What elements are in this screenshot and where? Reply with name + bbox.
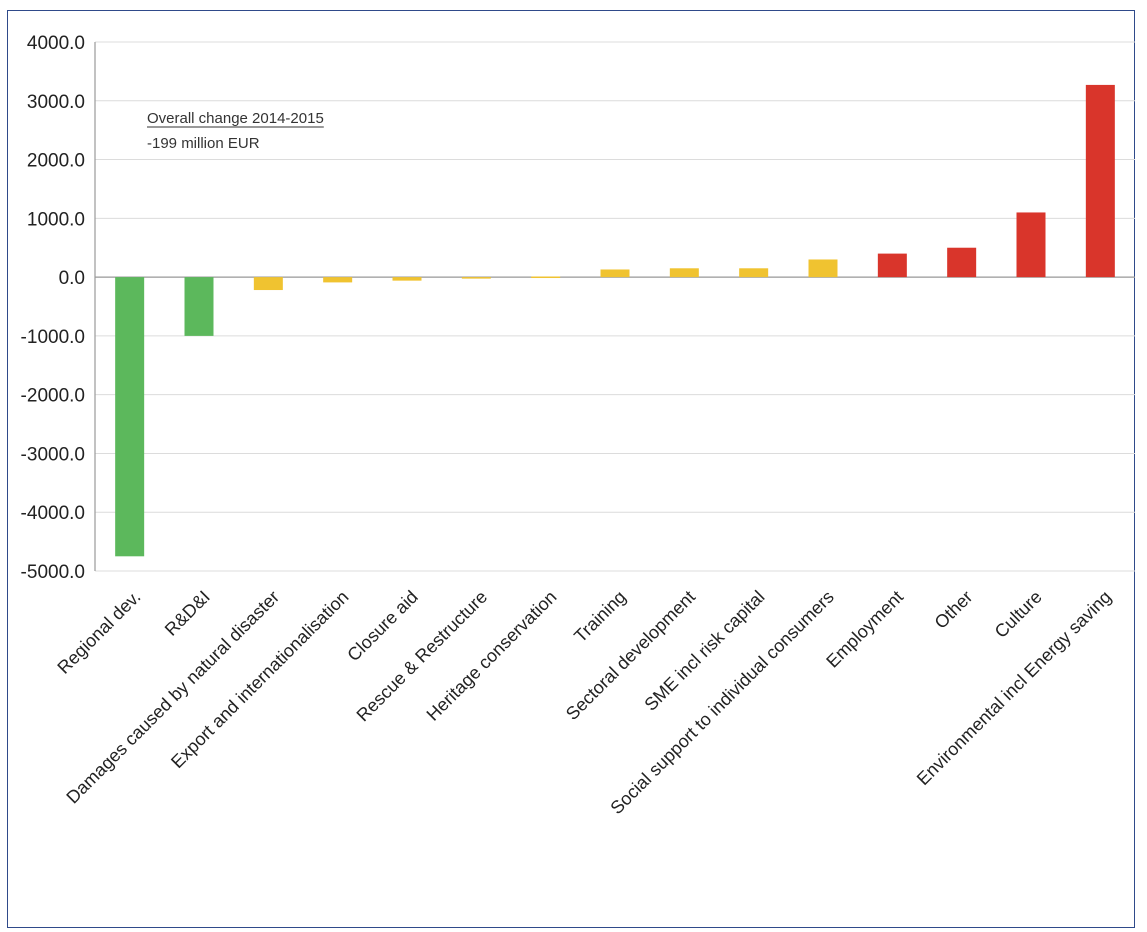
note-value: -199 million EUR [147, 135, 260, 152]
bar [323, 277, 353, 283]
overall-change-note: Overall change 2014-2015 -199 million EU… [147, 110, 324, 152]
bar [461, 277, 491, 279]
y-axis-tick-labels: 4000.0 3000.0 2000.0 1000.0 0.0 -1000.0 -2000.… [21, 33, 85, 583]
y-tick-label: -3000.0 [21, 444, 85, 465]
x-category-label: Regional dev. [53, 587, 144, 678]
x-category-label: Training [570, 587, 630, 647]
x-category-label: Culture [991, 587, 1046, 642]
x-category-label: Rescue & Restructure [353, 587, 492, 726]
x-category-label: Heritage conservation [423, 587, 561, 725]
y-tick-label: -1000.0 [21, 327, 85, 348]
bar [669, 268, 699, 278]
y-tick-label: 3000.0 [27, 92, 85, 113]
bar [115, 277, 145, 557]
bar [947, 247, 977, 278]
x-category-label: R&D&I [161, 587, 214, 640]
bar [739, 268, 769, 278]
bar [1085, 84, 1115, 278]
y-tick-label: 0.0 [59, 268, 85, 289]
y-tick-label: -4000.0 [21, 503, 85, 524]
bar [531, 276, 561, 279]
x-category-label: SME incl risk capital [640, 587, 768, 715]
y-tick-label: -2000.0 [21, 386, 85, 407]
bar [808, 259, 838, 278]
gridlines [95, 41, 1135, 572]
bar [184, 277, 214, 336]
y-tick-label: 2000.0 [27, 151, 85, 172]
x-category-label: Other [931, 587, 977, 633]
bar [877, 253, 907, 278]
note-title: Overall change 2014-2015 [147, 110, 324, 127]
bars [115, 84, 1115, 557]
y-tick-label: -5000.0 [21, 562, 85, 583]
y-tick-label: 1000.0 [27, 209, 85, 230]
bar [600, 269, 630, 278]
y-tick-label: 4000.0 [27, 33, 85, 54]
chart-frame [7, 10, 1135, 928]
bar [392, 277, 422, 281]
x-category-label: Sectoral development [562, 587, 699, 724]
bar [253, 277, 283, 291]
bar [1016, 212, 1046, 278]
